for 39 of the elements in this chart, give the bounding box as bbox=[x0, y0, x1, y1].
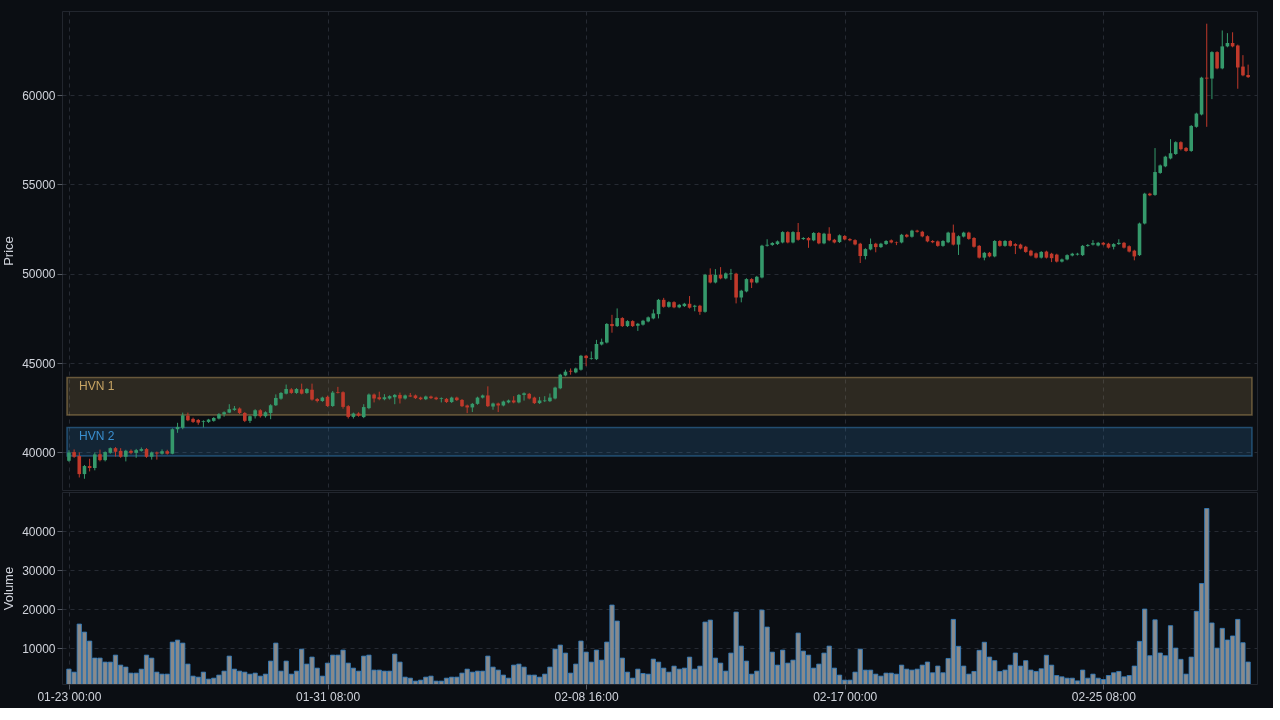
y-axis-title: Volume bbox=[1, 566, 17, 611]
candlestick bbox=[1246, 64, 1250, 79]
candlestick bbox=[398, 392, 402, 404]
y-tick-label: 20000 bbox=[22, 602, 56, 617]
x-tick-label: 02-17 00:00 bbox=[813, 689, 878, 704]
candlestick bbox=[1220, 29, 1225, 70]
candlestick bbox=[1235, 44, 1240, 90]
x-tick-label: 01-31 08:00 bbox=[296, 689, 361, 704]
band-label: HVN 2 bbox=[79, 429, 115, 444]
y-tick-label: 60000 bbox=[22, 88, 56, 103]
candlestick bbox=[160, 448, 164, 456]
x-tick-label: 01-23 00:00 bbox=[37, 689, 102, 704]
candlestick bbox=[1241, 54, 1245, 77]
x-tick-label: 02-08 16:00 bbox=[554, 689, 619, 704]
y-tick-label: 40000 bbox=[22, 445, 56, 460]
y-tick-label: 30000 bbox=[22, 563, 56, 578]
candlestick bbox=[129, 448, 133, 455]
candlestick bbox=[522, 391, 526, 402]
candlestick bbox=[615, 307, 619, 328]
band-label: HVN 1 bbox=[79, 379, 115, 394]
y-tick-label: 50000 bbox=[22, 267, 56, 282]
candlestick bbox=[610, 314, 614, 334]
candlestick bbox=[589, 350, 594, 361]
candlestick bbox=[734, 272, 738, 304]
candlestick bbox=[155, 451, 159, 461]
candlestick bbox=[765, 238, 769, 248]
candlestick bbox=[1215, 50, 1219, 70]
y-tick-label: 40000 bbox=[22, 524, 56, 539]
candlestick bbox=[956, 234, 961, 256]
y-tick-label: 10000 bbox=[22, 641, 56, 656]
x-tick-label: 02-25 08:00 bbox=[1071, 689, 1137, 704]
candlestick bbox=[568, 367, 573, 376]
candlestick bbox=[1204, 23, 1209, 128]
candlestick bbox=[584, 354, 588, 367]
candlestick bbox=[858, 242, 863, 264]
candlestick bbox=[486, 385, 490, 408]
y-tick-label: 55000 bbox=[22, 177, 56, 192]
y-axis-title: Price bbox=[1, 236, 17, 266]
y-tick-label: 45000 bbox=[22, 356, 56, 371]
